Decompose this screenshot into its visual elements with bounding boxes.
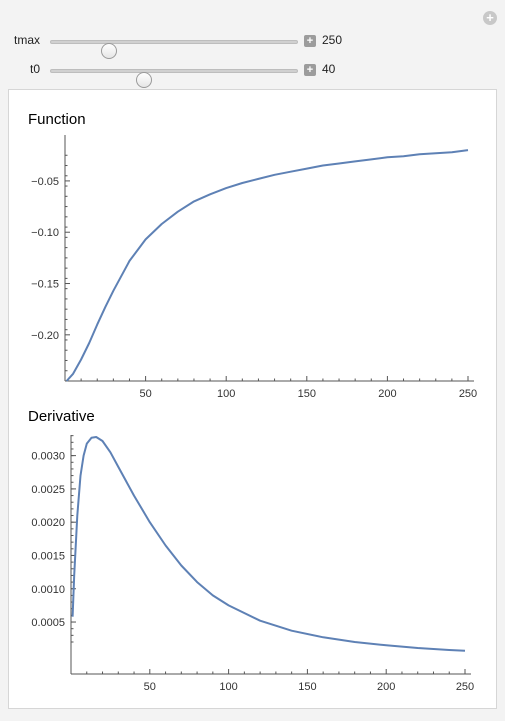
t0-control: t0 + 40 bbox=[0, 60, 505, 88]
x-tick-label: 200 bbox=[378, 388, 396, 400]
chart-title: Function bbox=[28, 111, 86, 128]
series-line bbox=[65, 149, 469, 382]
y-tick-label: 0.0010 bbox=[31, 584, 65, 596]
tmax-label: tmax bbox=[13, 33, 40, 47]
x-tick-label: 50 bbox=[144, 681, 156, 693]
t0-label: t0 bbox=[29, 62, 40, 76]
t0-slider-thumb[interactable] bbox=[136, 72, 152, 88]
y-tick-label: −0.05 bbox=[31, 176, 59, 188]
panel-expand-icon[interactable]: + bbox=[483, 11, 497, 25]
x-tick-label: 150 bbox=[298, 681, 316, 693]
series-line bbox=[71, 436, 466, 652]
tmax-slider[interactable] bbox=[50, 40, 298, 59]
plots-canvas: Function 50 100 150 200 250 −0.05 −0.10 −0.15 −0.… bbox=[28, 111, 477, 693]
x-tick-label: 250 bbox=[456, 681, 474, 693]
y-tick-label: 0.0015 bbox=[31, 550, 65, 562]
y-tick-label: −0.20 bbox=[31, 330, 59, 342]
y-tick-label: −0.15 bbox=[31, 279, 59, 291]
chart-title: Derivative bbox=[28, 408, 95, 425]
x-tick-label: 250 bbox=[459, 388, 477, 400]
tmax-stepper-plus-icon[interactable]: + bbox=[304, 35, 316, 47]
tmax-control: tmax + 250 bbox=[0, 31, 505, 59]
x-tick-label: 100 bbox=[217, 388, 235, 400]
x-tick-label: 200 bbox=[377, 681, 395, 693]
plot-panel: Function 50 100 150 200 250 −0.05 −0.10 −0.15 −0.… bbox=[8, 89, 497, 709]
y-tick-label: 0.0005 bbox=[31, 617, 65, 629]
y-tick-label: −0.10 bbox=[31, 227, 59, 239]
function-chart: Function 50 100 150 200 250 −0.05 −0.10 −0.15 −0.… bbox=[28, 111, 477, 400]
y-tick-label: 0.0030 bbox=[31, 451, 65, 463]
tmax-slider-thumb[interactable] bbox=[101, 43, 118, 59]
y-tick-label: 0.0025 bbox=[31, 484, 65, 496]
t0-value: 40 bbox=[322, 62, 336, 76]
x-tick-label: 100 bbox=[219, 681, 237, 693]
x-tick-label: 50 bbox=[139, 388, 151, 400]
tmax-value: 250 bbox=[322, 33, 343, 47]
x-tick-label: 150 bbox=[298, 388, 316, 400]
t0-stepper-plus-icon[interactable]: + bbox=[304, 64, 316, 76]
derivative-chart: Derivative 50 100 150 200 250 0.0005 0.0010 0.00… bbox=[28, 408, 474, 693]
y-tick-label: 0.0020 bbox=[31, 517, 65, 529]
t0-slider[interactable] bbox=[50, 69, 298, 88]
